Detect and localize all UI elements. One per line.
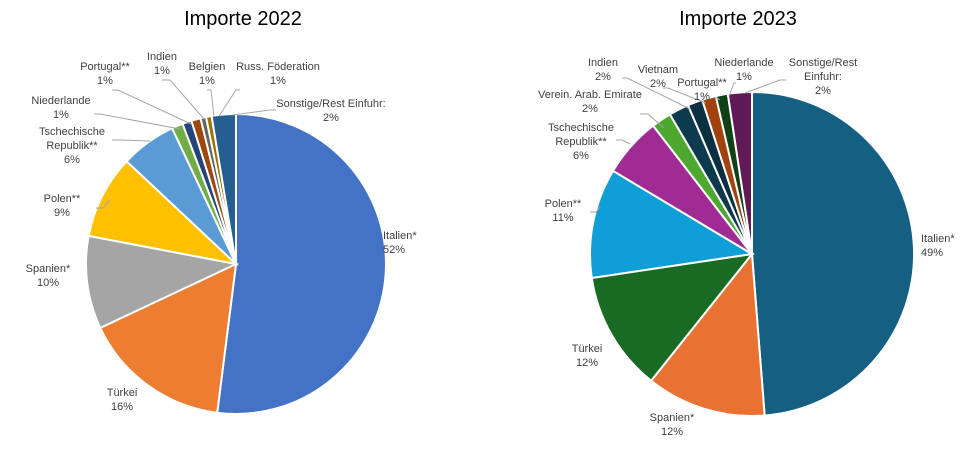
pie-slice-italien: [216, 112, 387, 415]
leader-line-polen: [96, 199, 111, 209]
leader-line-sonstige-rest-einfuhr: [744, 79, 786, 94]
pie-chart-2023: Importe 2023 Italien* 49% Spanien* 12% Türke…: [538, 8, 955, 438]
slice-label-niederlande: Niederlande 1%: [714, 57, 773, 83]
slice-label-verein-arab-emirate: Verein. Arab. Emirate 2%: [538, 89, 642, 115]
slice-label-tschechische-republik: Tschechische Republik** 6%: [39, 126, 105, 166]
pie-slice-spanien: [649, 251, 766, 417]
pie-slice-polen: [589, 169, 755, 280]
leader-line-portugal: [715, 97, 721, 101]
slice-label-italien: Italien* 49%: [921, 233, 955, 259]
leader-line-tschechische-republik: [112, 139, 151, 142]
slice-label-polen: Polen** 9%: [44, 193, 81, 219]
chart-title-2023: Importe 2023: [679, 8, 797, 30]
pie-slice-tuerkei: [590, 252, 755, 383]
pie-slice-polen: [87, 159, 240, 266]
pie-slices-2022: [85, 112, 387, 415]
slice-label-tuerkei: Türkei 16%: [107, 387, 138, 413]
leader-lines-2022: [94, 79, 276, 209]
slice-labels-2023: Italien* 49% Spanien* 12% Türkei 12% Polen** 11…: [538, 57, 955, 438]
slice-label-niederlande: Niederlande 1%: [31, 95, 90, 121]
slice-label-belgien: Belgien 1%: [189, 61, 226, 87]
leader-line-vietnam: [663, 87, 707, 104]
leader-line-polen: [590, 206, 601, 213]
slice-label-sonstige-rest-einfuhr: Sonstige/Rest Einfuhr: 2%: [789, 57, 857, 97]
slice-label-russ-foederation: Russ. Föderation 1%: [236, 61, 320, 87]
leader-line-niederlande: [728, 82, 736, 97]
slice-label-vietnam: Vietnam 2%: [638, 64, 678, 90]
chart-title-2022: Importe 2022: [184, 8, 302, 30]
pie-slice-spanien: [85, 234, 240, 330]
leader-line-indien: [622, 77, 691, 110]
pie-slice-tuerkei: [98, 262, 238, 414]
slice-label-spanien: Spanien* 10%: [26, 263, 71, 289]
slice-label-polen: Polen** 11%: [545, 198, 582, 224]
slice-label-portugal: Portugal** 1%: [80, 61, 130, 87]
leader-line-niederlande: [94, 113, 181, 130]
leader-line-tschechische-republik: [616, 139, 631, 145]
slice-label-tschechische-republik: Tschechische Republik** 6%: [548, 122, 614, 162]
slice-label-portugal: Portugal** 1%: [677, 77, 727, 103]
slice-label-spanien: Spanien* 12%: [650, 412, 695, 438]
slice-labels-2022: Italien* 52% Türkei 16% Spanien* 10% Polen** 9%…: [26, 51, 418, 413]
slice-label-indien: Indien 1%: [147, 51, 177, 77]
leader-line-indien: [162, 79, 205, 120]
leader-line-sonstige-rest-einfuhr: [231, 109, 276, 116]
leader-lines-2023: [590, 77, 786, 213]
slice-label-italien: Italien* 52%: [383, 230, 417, 256]
pie-slice-italien: [751, 90, 916, 417]
pie-chart-2022: Importe 2022 Italien* 52% Türkei 16% Spanien…: [26, 8, 418, 415]
pie-slices-2023: [589, 90, 916, 417]
leader-line-portugal: [112, 89, 192, 125]
slice-label-tuerkei: Türkei 12%: [572, 343, 603, 369]
leader-line-russ-foederation: [218, 89, 240, 117]
slice-label-indien: Indien 2%: [588, 57, 618, 83]
leader-line-belgien: [207, 89, 215, 118]
pie-slice-sonstige-rest-einfuhr: [726, 90, 753, 255]
slice-label-sonstige-rest-einfuhr: Sonstige/Rest Einfuhr: 2%: [276, 98, 385, 124]
leader-line-verein-arab-emirate: [640, 113, 665, 129]
